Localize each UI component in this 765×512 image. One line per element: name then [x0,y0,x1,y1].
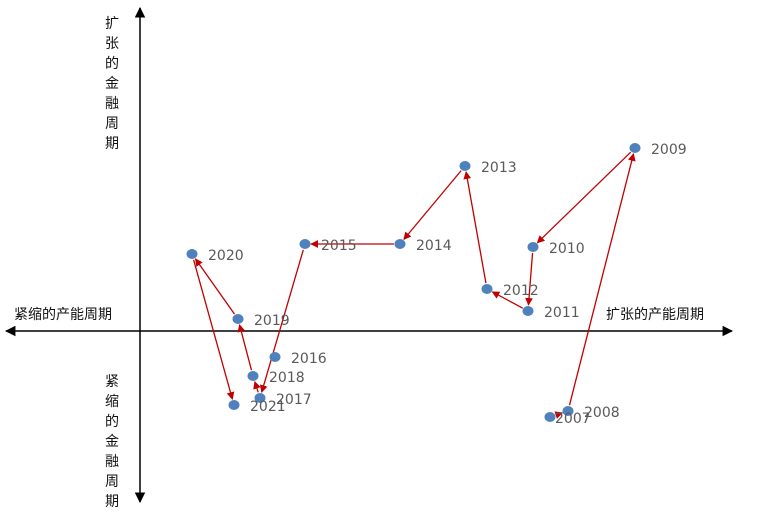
point-label-2018: 2018 [269,370,305,386]
point-label-2019: 2019 [254,313,290,329]
data-point-2019 [232,314,244,324]
arrow-2008-to-2009 [568,153,636,406]
data-point-2010 [527,242,539,252]
arrow-2015-to-2017 [259,249,304,393]
point-label-2012: 2012 [503,283,539,299]
y-axis-top-label: 扩张的金融周期 [105,16,119,152]
arrow-2013-to-2014 [403,170,462,240]
arrow-2011-to-2012 [491,291,524,309]
point-label-2017: 2017 [276,392,312,408]
point-label-2014: 2014 [416,238,452,254]
data-point-2008 [562,406,574,416]
data-point-2009 [629,143,641,153]
arrow-2007-to-2008 [554,411,564,419]
x-axis-right-label: 扩张的产能周期 [606,307,704,323]
data-point-2018 [247,371,259,381]
data-point-2007 [544,412,556,422]
data-point-2015 [299,239,311,249]
arrow-2019-to-2020 [194,258,236,315]
point-label-2009: 2009 [651,142,687,158]
data-point-2021 [228,400,240,410]
point-label-2021: 2021 [250,399,286,415]
arrow-2020-to-2021 [192,259,235,400]
point-label-2007: 2007 [555,411,591,427]
data-point-2012 [481,284,493,294]
data-point-2020 [186,249,198,259]
data-point-2011 [522,306,534,316]
arrow-2017-to-2018 [253,380,261,393]
point-label-2011: 2011 [544,305,580,321]
data-point-2017 [254,393,266,403]
points-layer [186,143,641,422]
point-label-2013: 2013 [481,160,517,176]
arrow-2012-to-2013 [463,171,487,284]
data-point-2013 [459,161,471,171]
arrow-2009-to-2010 [536,151,632,244]
arrows-layer [192,151,636,419]
point-label-2008: 2008 [584,405,620,421]
arrow-2018-to-2019 [237,324,253,371]
data-point-2014 [394,239,406,249]
data-point-2016 [269,352,281,362]
point-label-2015: 2015 [321,238,357,254]
x-axis-left-label: 紧缩的产能周期 [14,307,112,323]
point-label-2020: 2020 [208,248,244,264]
arrow-2010-to-2011 [525,252,534,306]
point-label-2010: 2010 [549,241,585,257]
y-axis-bottom-label: 紧缩的金融周期 [105,374,119,510]
point-label-2016: 2016 [291,351,327,367]
